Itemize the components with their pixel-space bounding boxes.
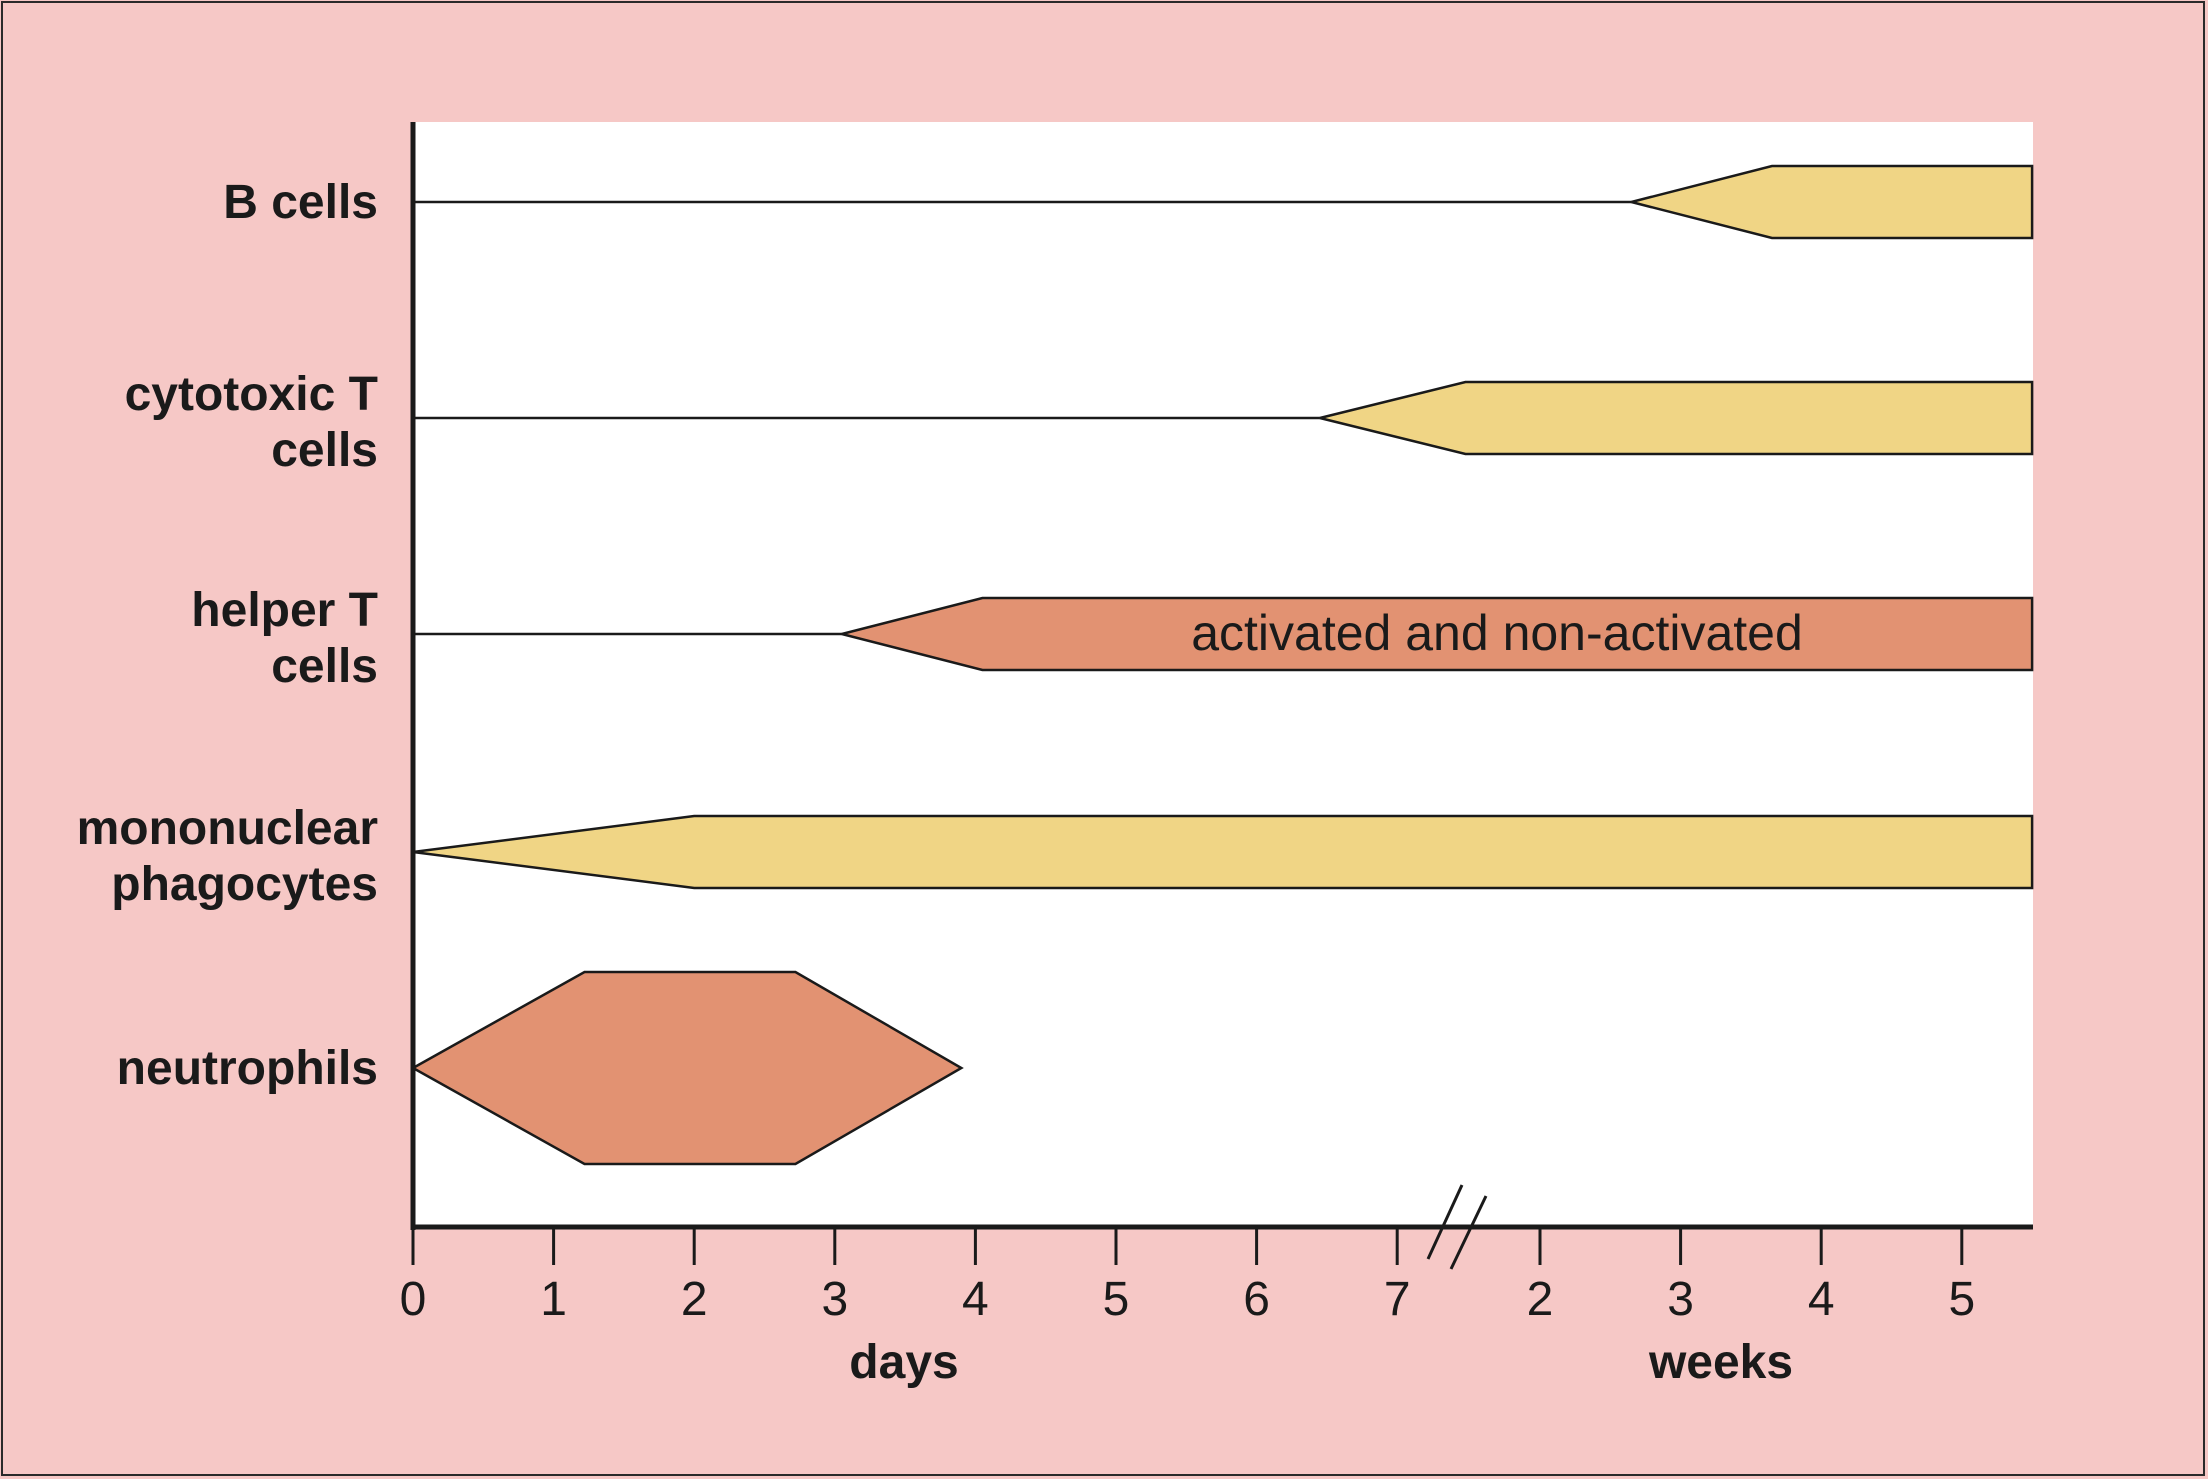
axis-break-mark-2 [1449,1195,1488,1270]
mononuclear-phagocytes-label-line-2: phagocytes [111,858,378,911]
mononuclear-phagocytes-band [412,814,2034,890]
helper-t-cells-band [841,596,2034,672]
day-tick-label-7: 7 [1384,1273,1411,1326]
helper-t-cells-annotation: activated and non-activated [1191,605,1803,661]
week-tick-label-2: 2 [1527,1273,1554,1326]
cytotoxic-t-cells-label-line-1: cytotoxic T [125,368,378,421]
day-tick-label-2: 2 [681,1273,708,1326]
neutrophils-label-line-1: neutrophils [117,1042,378,1095]
helper-t-cells-label-line-2: cells [271,640,378,693]
week-tick-label-4: 4 [1808,1273,1835,1326]
neutrophils-peak [410,970,964,1166]
b-cells-label-line-1: B cells [223,176,378,229]
day-tick-label-5: 5 [1103,1273,1130,1326]
mononuclear-phagocytes-label-line-1: mononuclear [77,802,378,855]
cytotoxic-t-cells-label-line-2: cells [271,424,378,477]
day-tick-label-1: 1 [540,1273,567,1326]
b-cells-band [1631,164,2034,240]
day-tick-label-6: 6 [1243,1273,1270,1326]
x-axis-title-days: days [849,1336,958,1389]
helper-t-cells-label-line-1: helper T [191,584,378,637]
day-tick-label-4: 4 [962,1273,989,1326]
axis-break-mark-1 [1426,1184,1464,1260]
week-tick-label-5: 5 [1948,1273,1975,1326]
cytotoxic-t-cells-band [1319,380,2034,456]
day-tick-label-0: 0 [400,1273,427,1326]
week-tick-label-3: 3 [1667,1273,1694,1326]
day-tick-label-3: 3 [821,1273,848,1326]
x-axis-title-weeks: weeks [1648,1336,1793,1389]
